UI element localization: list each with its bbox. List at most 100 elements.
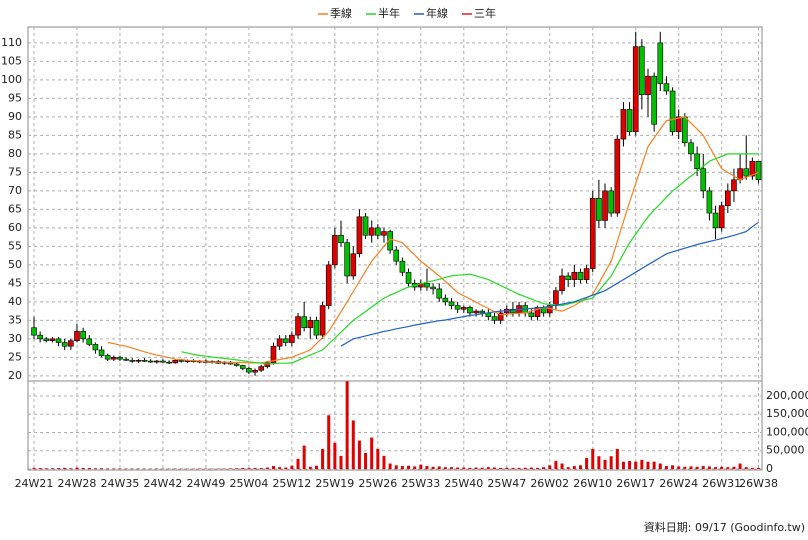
volume-bar xyxy=(738,463,742,469)
volume-bar xyxy=(671,465,675,469)
volume-bar xyxy=(450,467,454,469)
candle-body xyxy=(37,334,43,340)
volume-bar xyxy=(615,448,619,469)
candle-body xyxy=(448,301,455,306)
candle-body xyxy=(270,345,277,364)
volume-bar xyxy=(499,467,503,469)
candle-body xyxy=(639,46,645,95)
volume-bar xyxy=(621,461,625,469)
candle-body xyxy=(651,75,657,125)
volume-bar xyxy=(646,461,650,469)
x-tick-label: 24W49 xyxy=(186,477,225,490)
volume-bar xyxy=(714,467,718,469)
volume-bar xyxy=(535,467,539,469)
volume-bar xyxy=(474,467,478,469)
x-tick-label: 25W12 xyxy=(272,477,311,490)
volume-bar xyxy=(572,466,576,469)
x-tick-label: 24W35 xyxy=(101,477,140,490)
legend-label: 三年 xyxy=(474,6,496,20)
candle-body xyxy=(749,160,756,177)
volume-bar xyxy=(93,468,97,469)
y-tick-label: 25 xyxy=(8,350,22,363)
volume-bar xyxy=(87,468,91,469)
volume-bar xyxy=(265,467,269,469)
candle-body xyxy=(559,275,565,292)
candle-body xyxy=(31,327,37,336)
candle-body xyxy=(178,359,185,362)
y-tick-label: 30 xyxy=(8,332,22,345)
candle-body xyxy=(166,361,172,364)
volume-bar xyxy=(701,466,705,469)
volume-bar xyxy=(278,467,282,469)
volume-bar xyxy=(345,381,349,469)
candle-body xyxy=(233,363,240,366)
volume-bar xyxy=(664,466,668,469)
candle-body xyxy=(239,365,246,369)
candle-body xyxy=(583,268,590,280)
candle-body xyxy=(479,310,486,314)
candle-body xyxy=(712,212,719,229)
candle-body xyxy=(246,368,252,373)
volume-bar xyxy=(112,468,116,469)
candle-body xyxy=(68,340,74,347)
x-tick-label: 24W28 xyxy=(58,477,97,490)
volume-bar xyxy=(259,468,263,469)
candle-body xyxy=(731,179,737,192)
candle-body xyxy=(74,331,80,341)
candle-body xyxy=(682,116,688,144)
candle-body xyxy=(356,216,363,255)
volume-bar xyxy=(566,467,570,469)
volume-bar xyxy=(431,466,435,469)
candle-body xyxy=(61,342,68,347)
candle-body xyxy=(632,46,639,132)
candle-body xyxy=(282,338,289,343)
volume-bar xyxy=(400,466,404,469)
candle-body xyxy=(694,153,700,169)
volume-bar xyxy=(241,467,245,469)
candle-body xyxy=(430,286,436,290)
volume-bar xyxy=(689,466,693,469)
candle-body xyxy=(497,312,504,321)
candle-body xyxy=(565,275,571,280)
candle-body xyxy=(405,271,412,284)
volume-bar xyxy=(529,467,533,469)
x-tick-label: 26W24 xyxy=(659,477,698,490)
x-tick-label: 25W40 xyxy=(444,477,483,490)
candle-body xyxy=(325,264,332,306)
x-tick-label: 25W04 xyxy=(229,477,268,490)
y-tick-label: 80 xyxy=(8,147,22,160)
volume-bar xyxy=(50,468,54,469)
candle-body xyxy=(129,359,136,362)
volume-bar xyxy=(443,467,447,469)
candle-body xyxy=(393,249,400,262)
candle-body xyxy=(289,334,295,343)
volume-bar xyxy=(542,467,546,469)
candle-body xyxy=(332,234,338,266)
x-tick-label: 26W10 xyxy=(573,477,612,490)
candle-body xyxy=(460,307,467,310)
volume-bar xyxy=(634,461,638,469)
footer: 資料日期: 09/17 (Goodinfo.tw) xyxy=(644,520,805,534)
volume-bar xyxy=(388,463,392,469)
volume-bar xyxy=(707,466,711,469)
volume-bar xyxy=(523,467,527,469)
volume-bar xyxy=(658,463,662,469)
candle-body xyxy=(614,138,621,214)
volume-bar xyxy=(462,467,466,469)
volume-bar xyxy=(370,437,374,469)
volume-bar xyxy=(517,467,521,469)
candle-body xyxy=(319,305,326,336)
volume-bar xyxy=(425,466,429,469)
volume-bar xyxy=(382,455,386,469)
candle-body xyxy=(577,271,584,280)
y-tick-label: 100 xyxy=(1,73,22,86)
candle-body xyxy=(49,338,56,341)
candle-body xyxy=(141,359,148,362)
y-tick-label: 90 xyxy=(8,110,22,123)
candle-body xyxy=(43,338,50,341)
y-tick-label: 60 xyxy=(8,221,22,234)
candle-body xyxy=(295,316,301,336)
candle-body xyxy=(375,227,381,236)
candle-body xyxy=(172,359,179,364)
volume-bar xyxy=(683,466,687,469)
